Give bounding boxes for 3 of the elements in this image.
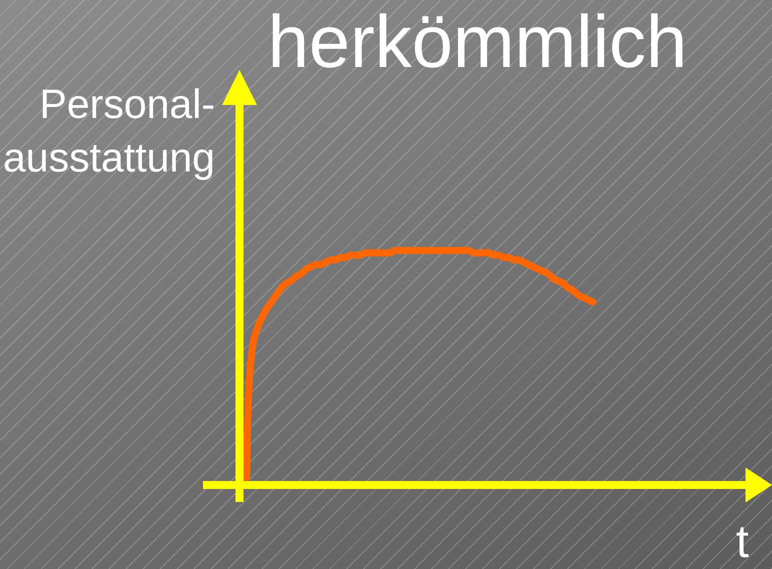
y-axis-title: Personal- ausstattung <box>3 81 215 180</box>
x-axis-title: t <box>736 515 749 567</box>
chart-title: herkömmlich <box>268 0 688 83</box>
